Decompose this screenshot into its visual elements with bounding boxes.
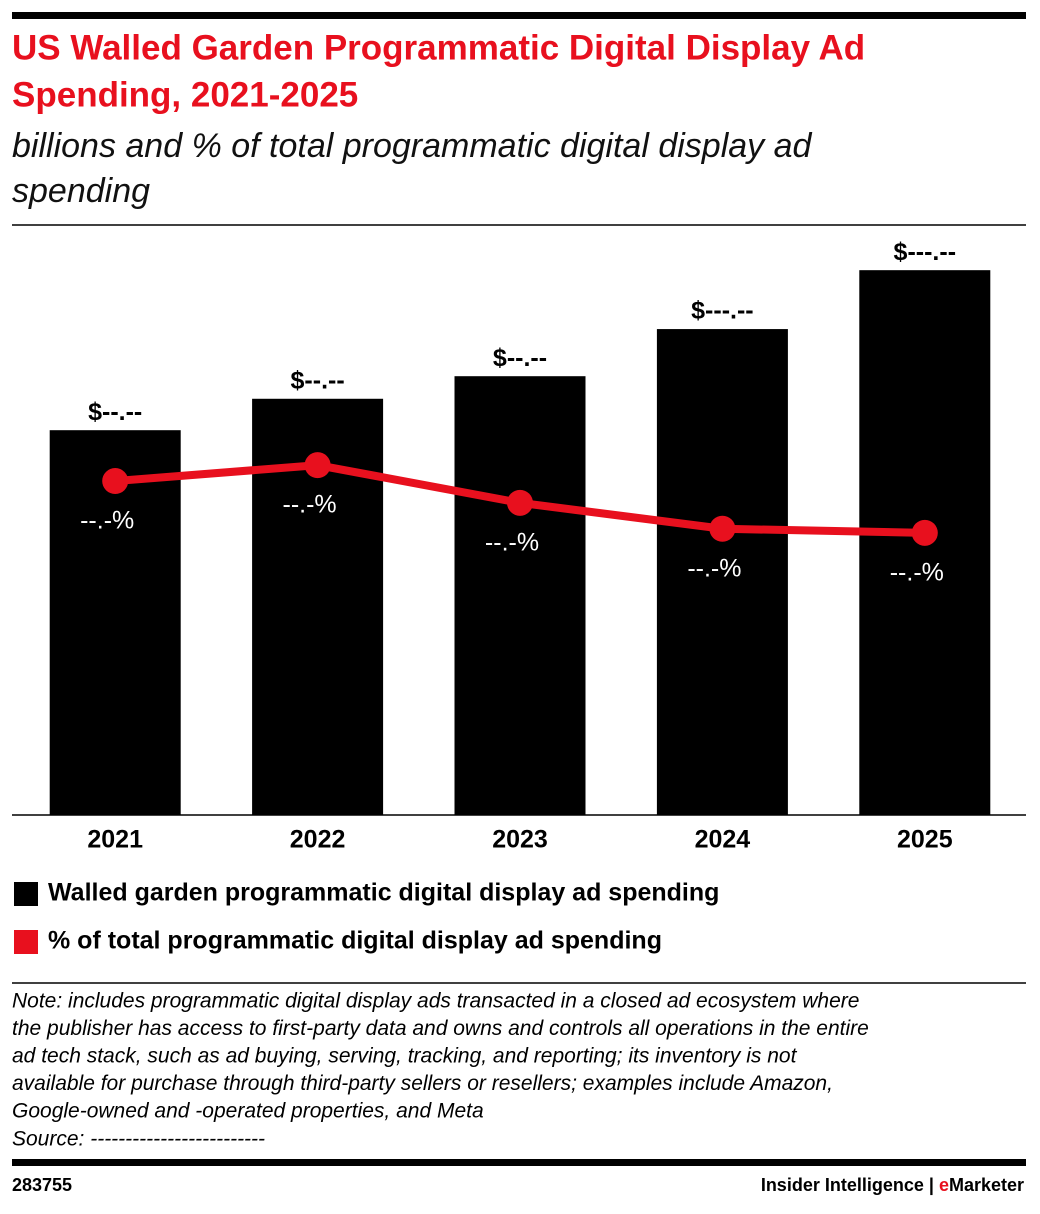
bar-value-label: $---.-- (894, 238, 956, 266)
line-point (507, 489, 533, 516)
line-value-label: --.-% (687, 554, 741, 582)
brand: Insider Intelligence | eMarketer (761, 1175, 1024, 1195)
x-tick-label: 2023 (492, 826, 548, 854)
line-value-label: --.-% (485, 528, 539, 556)
line-point (304, 452, 331, 479)
bottom-rule (12, 1159, 1026, 1166)
chart-subtitle: spending (12, 172, 150, 210)
bar-value-label: $--.-- (88, 398, 142, 426)
source: Source: ------------------------- (12, 1128, 265, 1151)
bar-value-label: $--.-- (291, 366, 345, 394)
line-value-label: --.-% (283, 491, 337, 519)
note: ad tech stack, such as ad buying, servin… (12, 1045, 798, 1068)
chart-title: Spending, 2021-2025 (12, 75, 358, 114)
line-value-label: --.-% (80, 507, 134, 535)
line-point (102, 468, 129, 495)
brand-rest: Marketer (949, 1175, 1024, 1195)
bar (656, 329, 788, 815)
line-point (911, 519, 938, 546)
legend-label: Walled garden programmatic digital displ… (48, 879, 719, 907)
brand-separator: | (929, 1175, 934, 1195)
bar (49, 430, 181, 815)
x-tick-label: 2021 (87, 826, 143, 854)
x-tick-label: 2022 (290, 826, 346, 854)
note: Note: includes programmatic digital disp… (12, 990, 859, 1013)
note: available for purchase through third-par… (12, 1072, 833, 1095)
bar-value-label: $---.-- (691, 297, 753, 325)
brand-e: e (939, 1175, 949, 1195)
chart-subtitle: billions and % of total programmatic dig… (12, 127, 813, 165)
chart-id: 283755 (12, 1175, 72, 1195)
legend-swatch (14, 882, 38, 906)
chart-title: US Walled Garden Programmatic Digital Di… (12, 28, 865, 67)
top-rule (12, 12, 1026, 19)
legend-swatch (14, 930, 38, 954)
bar (454, 376, 586, 815)
bar-value-label: $--.-- (493, 344, 547, 372)
note: the publisher has access to first-party … (12, 1017, 869, 1040)
line-point (709, 515, 736, 542)
brand-name: Insider Intelligence (761, 1175, 924, 1195)
line-value-label: --.-% (890, 558, 944, 586)
x-tick-label: 2025 (897, 826, 953, 854)
note: Google-owned and -operated properties, a… (12, 1100, 484, 1123)
x-tick-label: 2024 (695, 826, 751, 854)
legend-label: % of total programmatic digital display … (48, 927, 662, 955)
